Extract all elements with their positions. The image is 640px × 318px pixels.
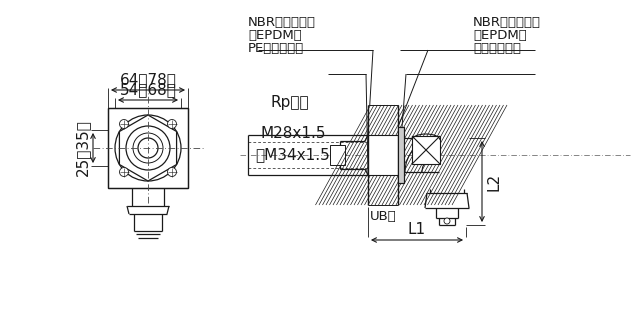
Circle shape: [115, 115, 181, 181]
Text: 54（68）: 54（68）: [120, 82, 177, 97]
Circle shape: [138, 138, 158, 158]
Polygon shape: [120, 115, 177, 181]
Bar: [368, 135, 398, 175]
Bar: [330, 145, 345, 165]
Circle shape: [168, 120, 177, 128]
Circle shape: [126, 126, 170, 170]
Bar: [398, 127, 404, 183]
Text: M28x1.5: M28x1.5: [260, 126, 326, 141]
Circle shape: [168, 168, 177, 176]
Bar: [108, 108, 188, 188]
Text: NBRパッキン付: NBRパッキン付: [248, 16, 316, 29]
Bar: [412, 136, 440, 164]
Text: 64（78）: 64（78）: [120, 72, 177, 87]
Text: （EPDM）: （EPDM）: [473, 29, 527, 42]
Circle shape: [120, 168, 129, 176]
Circle shape: [120, 120, 129, 128]
Text: （M34x1.5）: （M34x1.5）: [255, 148, 339, 162]
Circle shape: [444, 218, 450, 224]
Text: 固定プレート: 固定プレート: [473, 42, 521, 55]
Text: L2: L2: [486, 172, 501, 190]
Text: NBRパッキン付: NBRパッキン付: [473, 16, 541, 29]
Text: Rpねじ: Rpねじ: [270, 95, 308, 110]
Text: PEパッキン付: PEパッキン付: [248, 42, 304, 55]
Text: L1: L1: [408, 222, 426, 237]
Circle shape: [133, 133, 163, 163]
Text: 25（35）: 25（35）: [75, 120, 90, 176]
Bar: [368, 105, 398, 205]
Text: （EPDM）: （EPDM）: [248, 29, 301, 42]
Text: UB壁: UB壁: [370, 210, 396, 223]
